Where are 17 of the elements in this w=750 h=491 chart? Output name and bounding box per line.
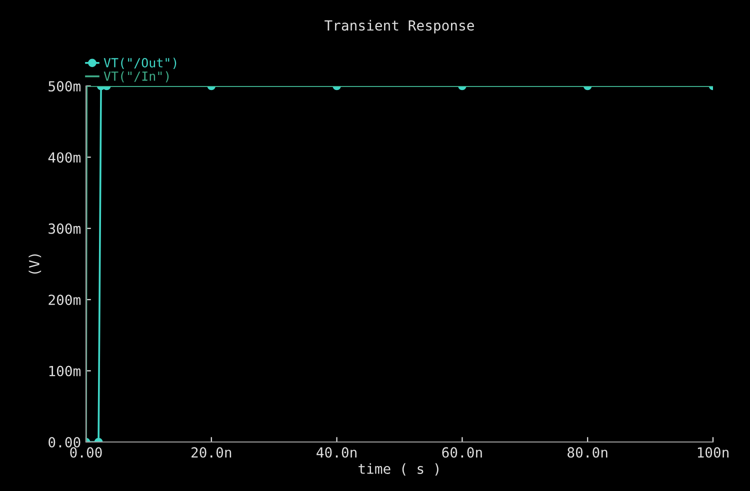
x-tick-label: 0.00 bbox=[70, 447, 102, 458]
y-tick-label: 100m bbox=[49, 366, 80, 376]
y-tick-label: 300m bbox=[48, 223, 80, 234]
y-tick-label: 200m bbox=[48, 294, 80, 306]
series-label: VT("/In") bbox=[104, 71, 169, 82]
x-tick-label: 80.0n bbox=[568, 447, 608, 458]
y-tick-label: 500m bbox=[48, 81, 80, 92]
y-tick-label: 400m bbox=[48, 152, 80, 163]
x-tick-label: 100n bbox=[698, 447, 728, 458]
y-tick-label: 0.00 bbox=[48, 437, 80, 448]
legend-label: VT("/Out") bbox=[104, 58, 176, 69]
x-tick-label: 40.0n bbox=[316, 447, 356, 458]
y-axis-title: (V) bbox=[28, 254, 42, 274]
x-tick-label: 20.0n bbox=[192, 447, 232, 458]
x-tick-label: 60.0n bbox=[442, 447, 482, 458]
chart-title: Transient Response bbox=[324, 20, 474, 34]
x-axis-title: time ( s ) bbox=[358, 463, 438, 476]
